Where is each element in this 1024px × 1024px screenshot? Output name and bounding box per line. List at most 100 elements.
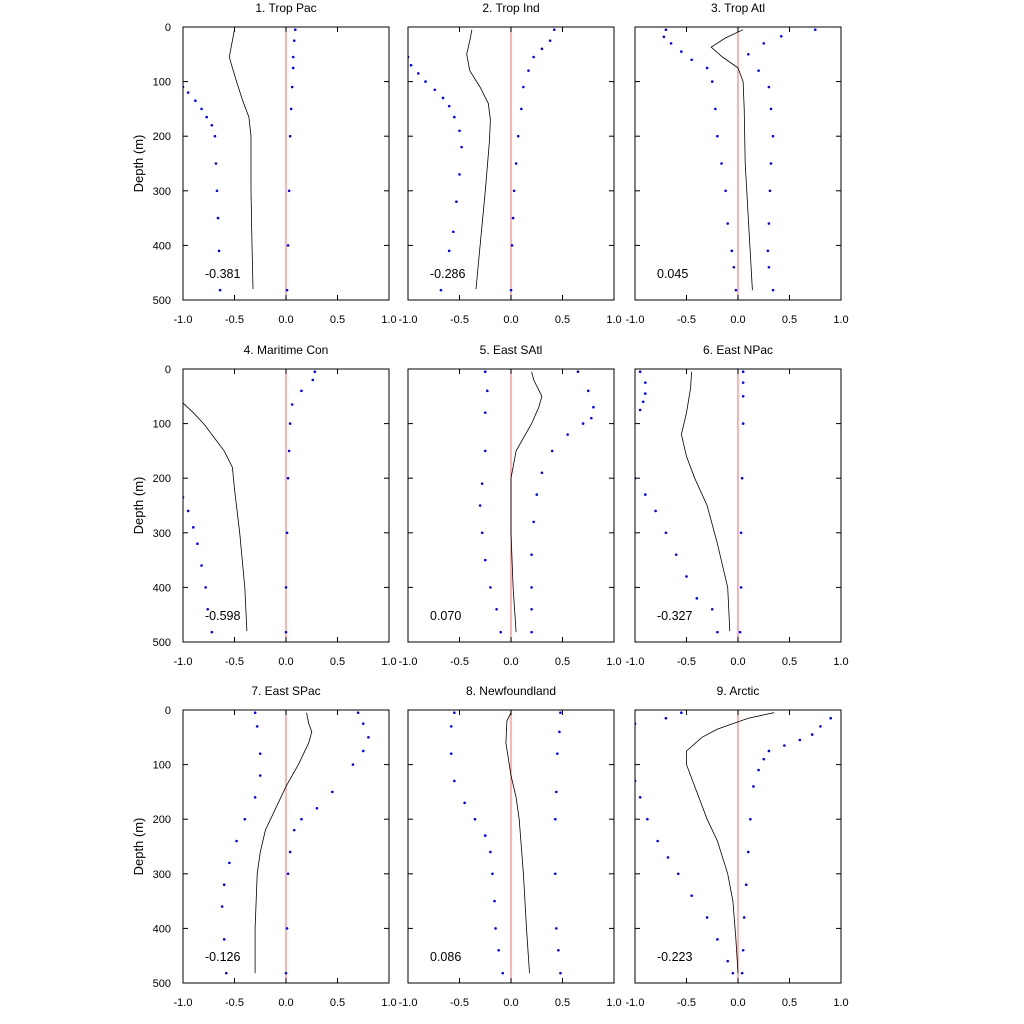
x-tick-label: 0.5 <box>555 997 570 1009</box>
bound-point <box>486 389 489 393</box>
bound-point <box>690 58 693 62</box>
bound-point <box>291 66 295 70</box>
panel-title: 2. Trop Ind <box>482 1 539 15</box>
bound-point <box>460 145 463 149</box>
x-tick-label: -0.5 <box>450 997 469 1009</box>
bound-point <box>499 630 503 634</box>
bound-point <box>483 558 487 562</box>
bound-point <box>483 834 487 837</box>
x-tick-label: 0.5 <box>555 656 570 668</box>
bound-point <box>497 948 500 952</box>
bound-point <box>287 449 291 453</box>
bound-point <box>286 872 290 876</box>
y-tick-label: 300 <box>153 186 171 198</box>
x-tick-label: 0.0 <box>730 997 745 1009</box>
bound-point <box>493 899 496 903</box>
x-tick-label: 0.0 <box>730 314 745 326</box>
bound-point <box>664 716 668 720</box>
bound-point <box>522 85 525 89</box>
bound-point <box>192 526 195 529</box>
bound-point <box>494 927 497 930</box>
panel-3: 3. Trop Atl -1.0 -0.5 0.0 0.5 1.0 0.045 <box>626 1 849 326</box>
panel-2: 2. Trop Ind -1.0 -0.5 0.0 0.5 1.0 -0.286 <box>399 1 622 326</box>
bound-point <box>762 757 766 761</box>
x-tick-label: 0.0 <box>278 997 293 1009</box>
x-tick-label: 0.0 <box>278 656 293 668</box>
x-tick-label: 0.5 <box>330 656 345 668</box>
bound-point <box>288 134 292 138</box>
data-layer <box>220 711 370 975</box>
x-tick-label: -0.5 <box>225 314 244 326</box>
x-tick-label: 0.0 <box>278 314 293 326</box>
bound-point <box>253 711 257 715</box>
bound-point <box>644 392 647 395</box>
x-tick-label: 1.0 <box>381 656 396 668</box>
bound-point <box>235 839 238 843</box>
x-tick-label: 0.5 <box>782 997 797 1009</box>
bound-point <box>453 779 456 783</box>
bound-point <box>769 107 773 111</box>
bound-point <box>512 189 516 193</box>
x-tick-label: 1.0 <box>833 314 848 326</box>
panel-title: 6. East NPac <box>703 343 773 357</box>
y-tick-label: 0 <box>165 22 171 34</box>
bound-point <box>509 288 513 292</box>
bound-point <box>669 42 673 45</box>
bound-point <box>557 948 560 952</box>
bound-point <box>666 856 670 859</box>
bound-point <box>741 422 745 425</box>
x-tick-label: -0.5 <box>677 314 696 326</box>
bound-point <box>530 586 533 589</box>
correlation-label: -0.223 <box>657 950 692 964</box>
y-tick-label: 300 <box>153 528 171 540</box>
bound-point <box>654 509 657 513</box>
x-tick-label: 0.0 <box>730 656 745 668</box>
bound-point <box>433 88 437 92</box>
bound-point <box>638 796 642 799</box>
bound-point <box>641 400 645 404</box>
bound-point <box>478 504 482 507</box>
correlation-label: 0.045 <box>657 267 688 281</box>
panel-5: 5. East SAtl -1.0 -0.5 0.0 0.5 1.0 0.070 <box>399 343 622 668</box>
panel-8: 8. Newfoundland -1.0 -0.5 0.0 0.5 1.0 0.086 <box>399 684 622 1009</box>
mean-line <box>228 29 254 290</box>
x-tick-label: 1.0 <box>833 656 848 668</box>
mean-line <box>183 402 248 632</box>
bound-point <box>740 476 744 480</box>
data-layer <box>635 370 745 634</box>
bound-point <box>535 493 539 496</box>
bound-point <box>200 564 203 567</box>
bound-point <box>724 189 727 193</box>
bound-point <box>501 971 505 975</box>
x-tick-label: -0.5 <box>677 656 696 668</box>
bound-point <box>726 959 729 963</box>
bound-point <box>311 378 315 382</box>
bound-point <box>510 244 514 247</box>
bound-point <box>243 817 247 821</box>
x-tick-label: -1.0 <box>399 314 418 326</box>
bound-point <box>473 817 477 821</box>
bound-point <box>417 72 420 75</box>
bound-point <box>439 288 443 292</box>
bound-point <box>491 872 494 876</box>
y-tick-label: 100 <box>153 77 171 89</box>
bound-point <box>741 381 745 384</box>
y-tick-label: 100 <box>153 760 171 772</box>
panel-9: 9. Arctic -1.0 -0.5 0.0 0.5 1.0 -0.223 <box>626 684 849 1009</box>
panel-title: 1. Trop Pac <box>255 1 316 15</box>
bound-point <box>716 134 719 138</box>
data-layer <box>408 28 556 292</box>
bound-point <box>288 850 292 854</box>
bound-point <box>766 249 770 253</box>
x-tick-label: 0.5 <box>782 314 797 326</box>
bound-point <box>483 370 487 374</box>
x-tick-label: 0.0 <box>503 997 518 1009</box>
bound-point <box>210 630 214 634</box>
bound-point <box>194 99 197 103</box>
bound-point <box>293 28 297 32</box>
bound-point <box>664 531 668 535</box>
panel-title: 3. Trop Atl <box>711 1 765 15</box>
y-tick-label: 200 <box>153 814 171 826</box>
bound-point <box>747 53 750 56</box>
bound-point <box>489 850 492 854</box>
